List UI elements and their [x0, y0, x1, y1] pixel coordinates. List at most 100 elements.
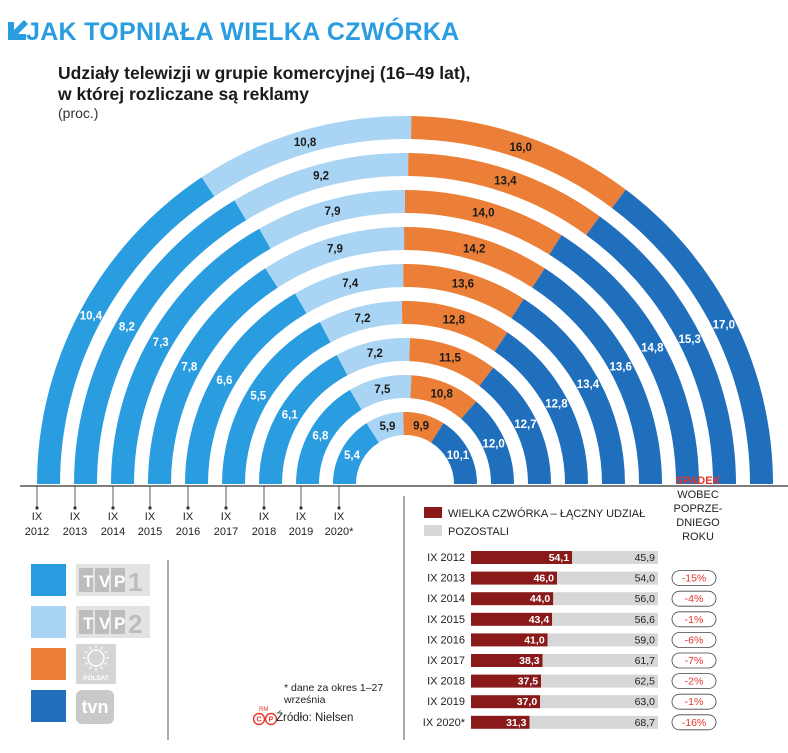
change-value: -7%: [685, 655, 704, 667]
bar-row-label: IX 2020*: [423, 717, 466, 729]
chart-subtitle: Udziały telewizji w grupie komercyjnej (…: [58, 63, 470, 105]
bar-row-label: IX 2014: [427, 593, 465, 605]
ring-9-polsat-label: 9,9: [413, 421, 429, 433]
ring-9-tvp2-segment: [366, 412, 404, 443]
ring-2-tvn-segment: [586, 216, 736, 484]
cp-logo: RM C P: [252, 707, 278, 726]
legend-label-big4: WIELKA CZWÓRKA – ŁĄCZNY UDZIAŁ: [448, 507, 645, 520]
change-pill: [671, 590, 717, 607]
bar-row: IX 2015 43,4 56,6 -1%: [427, 611, 717, 628]
bar-rest-label: 63,0: [635, 696, 656, 708]
year-label: 2012: [25, 526, 49, 538]
ring-4-polsat-segment: [404, 227, 545, 288]
bar-big4-label: 44,0: [530, 593, 551, 605]
logo-block: [111, 568, 125, 592]
bar-big4-label: 31,3: [506, 717, 527, 729]
ring-9-tvp1-segment: [333, 423, 379, 484]
logo-sun: [87, 649, 105, 667]
bar-rest: [541, 674, 658, 688]
logo-ray: [104, 662, 108, 666]
legend-swatch-polsat-logo: [31, 648, 66, 680]
ring-3-polsat-segment: [405, 190, 562, 255]
ring-2-tvp2-segment: [234, 153, 409, 221]
share-bar-chart: WIELKA CZWÓRKA – ŁĄCZNY UDZIAŁ POZOSTALI S…: [423, 475, 723, 731]
year-label-prefix: IX: [221, 511, 232, 523]
logo-ray: [84, 662, 88, 666]
ring-4-tvp2-label: 7,9: [327, 244, 343, 256]
bar-big4-label: 38,3: [519, 655, 540, 667]
year-tick-dot: [299, 506, 303, 510]
subtitle-line-1: Udziały telewizji w grupie komercyjnej (…: [58, 63, 471, 83]
year-label: 2019: [289, 526, 313, 538]
year-label-prefix: IX: [32, 511, 43, 523]
logo-bg: [76, 690, 114, 724]
ring-1-tvp1-segment: [37, 177, 215, 485]
bar-rest-label: 56,6: [635, 614, 656, 626]
svg-text:C: C: [257, 717, 262, 724]
tvn-logo-icon: tvn: [76, 690, 114, 724]
svg-text:P: P: [269, 717, 274, 724]
ring-9-tvp2-label: 5,9: [379, 421, 395, 433]
year-label: 2016: [176, 526, 200, 538]
bar-big4: [471, 592, 554, 606]
logo-number: 1: [128, 567, 142, 597]
ring-1-tvn-label: 17,0: [713, 320, 735, 332]
year-label-prefix: IX: [296, 511, 307, 523]
bar-big4-label: 41,0: [524, 634, 545, 646]
year-label: 2014: [101, 526, 125, 538]
bar-row: IX 2017 38,3 61,7 -7%: [427, 652, 717, 669]
change-pill: [671, 632, 717, 648]
ring-7-tvp1-segment: [259, 354, 348, 484]
ring-1-polsat-segment: [410, 116, 626, 208]
bar-big4-label: 37,0: [517, 696, 538, 708]
legend-label-rest: POZOSTALI: [448, 526, 509, 538]
ring-8-tvn-label: 12,0: [482, 438, 504, 450]
ring-8-polsat-segment: [410, 375, 477, 419]
unit-label: (proc.): [58, 105, 99, 121]
legend-swatch-tvp1-logo: [31, 564, 66, 596]
logo-ray: [88, 666, 92, 670]
year-label-prefix: IX: [183, 511, 194, 523]
ring-2-polsat-segment: [408, 153, 600, 235]
ring-6: 5,5 7,2 12,8 12,8: [222, 301, 588, 484]
ring-9-tvn-label: 10,1: [447, 450, 470, 462]
ring-2-tvp2-label: 9,2: [313, 171, 329, 183]
ring-7-tvp1-label: 6,1: [282, 410, 299, 422]
year-axis: IX 2012 IX 2013 IX 2014 IX 2015 IX 2016 IX 2017 IX 20…: [25, 486, 354, 538]
year-tick-dot: [35, 506, 39, 510]
year-label-prefix: IX: [259, 511, 270, 523]
change-value: -4%: [685, 593, 704, 605]
legend-swatch-rest: [424, 525, 442, 536]
bar-row-label: IX 2018: [427, 676, 465, 688]
ring-6-tvp1-segment: [222, 322, 331, 484]
ring-1-tvp2-label: 10,8: [294, 137, 317, 149]
bar-big4: [471, 612, 553, 626]
ring-7-polsat-segment: [409, 338, 494, 386]
ring-5-tvp1-label: 6,6: [216, 375, 232, 387]
bar-rest: [557, 571, 658, 585]
bar-rest-label: 59,0: [635, 634, 656, 646]
ring-5-polsat-label: 13,6: [452, 279, 474, 291]
bar-row: IX 2016 41,0 59,0 -6%: [427, 632, 717, 648]
bar-row-label: IX 2015: [427, 614, 465, 626]
bar-row-label: IX 2012: [427, 552, 465, 564]
ring-2-polsat-label: 13,4: [494, 176, 517, 188]
ring-1-tvp2-segment: [201, 116, 412, 197]
change-header-line: DNIEGO: [676, 517, 720, 529]
logo-block: [95, 568, 109, 592]
year-tick-dot: [262, 506, 266, 510]
ring-7-tvn-label: 12,7: [514, 419, 536, 431]
ring-9-polsat-segment: [403, 412, 444, 443]
bar-big4: [471, 654, 543, 667]
ring-3-tvp2-segment: [259, 190, 405, 249]
bar-rest-label: 45,9: [635, 552, 656, 564]
ring-9: 5,4 5,9 9,9 10,1: [333, 412, 477, 484]
change-value: -6%: [685, 634, 704, 646]
bar-big4: [471, 633, 548, 647]
logo-block: [111, 610, 125, 634]
logo-ray: [100, 646, 104, 650]
cp-logo-text: RM: [259, 707, 268, 713]
change-pill: [671, 673, 717, 689]
bar-big4-label: 37,5: [518, 676, 539, 688]
